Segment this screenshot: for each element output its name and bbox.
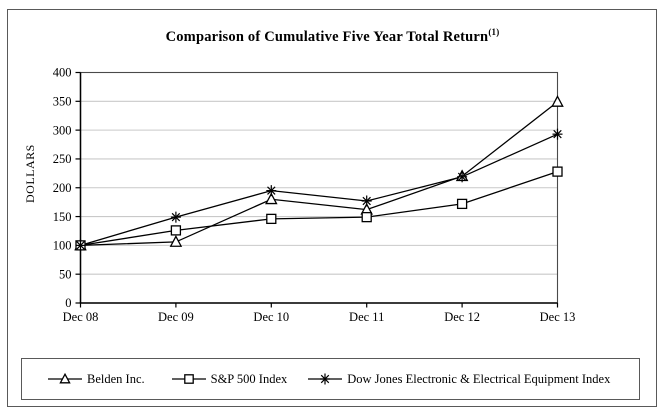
triangle-marker-icon [48, 372, 82, 384]
square-marker-icon [171, 374, 206, 384]
data-point-asterisk [362, 196, 371, 206]
data-point-triangle [551, 95, 564, 107]
data-point-triangle [169, 235, 183, 247]
data-point-square [361, 211, 372, 223]
chart-title: Comparison of Cumulative Five Year Total… [0, 27, 665, 46]
legend-label-dowjones: Dow Jones Electronic & Electrical Equipm… [347, 371, 611, 386]
legend-item-belden: Belden Inc. [47, 372, 145, 387]
legend-item-dowjones: Dow Jones Electronic & Electrical Equipm… [307, 372, 610, 387]
y-tick-label: 300 [53, 123, 72, 137]
data-point-square [456, 198, 468, 210]
y-tick-label: 100 [53, 239, 72, 253]
y-tick-label: 0 [65, 296, 71, 310]
asterisk-marker-icon [308, 373, 343, 385]
series-line-asterisk [80, 133, 558, 246]
y-tick-label: 150 [53, 210, 72, 224]
chart-title-footnote-marker: (1) [488, 27, 500, 37]
series-line-triangle [80, 101, 558, 247]
data-point-square [266, 213, 277, 225]
data-point-asterisk [553, 129, 562, 139]
y-tick-label: 50 [59, 267, 72, 281]
x-tick-label: Dec 08 [63, 310, 99, 324]
y-tick-label: 250 [53, 152, 72, 166]
legend: Belden Inc. S&P 500 Index Dow Jones Elec… [21, 358, 640, 400]
chart-title-text: Comparison of Cumulative Five Year Total… [165, 28, 489, 45]
series-line-square [80, 170, 558, 247]
legend-label-sp500: S&P 500 Index [210, 371, 288, 386]
data-point-asterisk [267, 186, 276, 195]
data-point-square [170, 225, 182, 236]
y-tick-label: 200 [53, 181, 72, 195]
x-tick-label: Dec 10 [253, 310, 289, 324]
legend-label-belden: Belden Inc. [87, 371, 145, 386]
y-tick-label: 400 [53, 66, 72, 80]
x-tick-label: Dec 13 [540, 310, 576, 324]
data-point-square [552, 166, 563, 177]
data-point-triangle [265, 192, 278, 205]
x-tick-label: Dec 11 [349, 310, 384, 324]
legend-item-sp500: S&P 500 Index [171, 371, 288, 387]
data-point-asterisk [457, 172, 467, 182]
data-point-asterisk [171, 212, 181, 222]
y-tick-label: 350 [53, 95, 72, 109]
x-tick-label: Dec 09 [158, 310, 194, 324]
data-point-asterisk [76, 241, 85, 250]
x-tick-label: Dec 12 [444, 310, 480, 324]
